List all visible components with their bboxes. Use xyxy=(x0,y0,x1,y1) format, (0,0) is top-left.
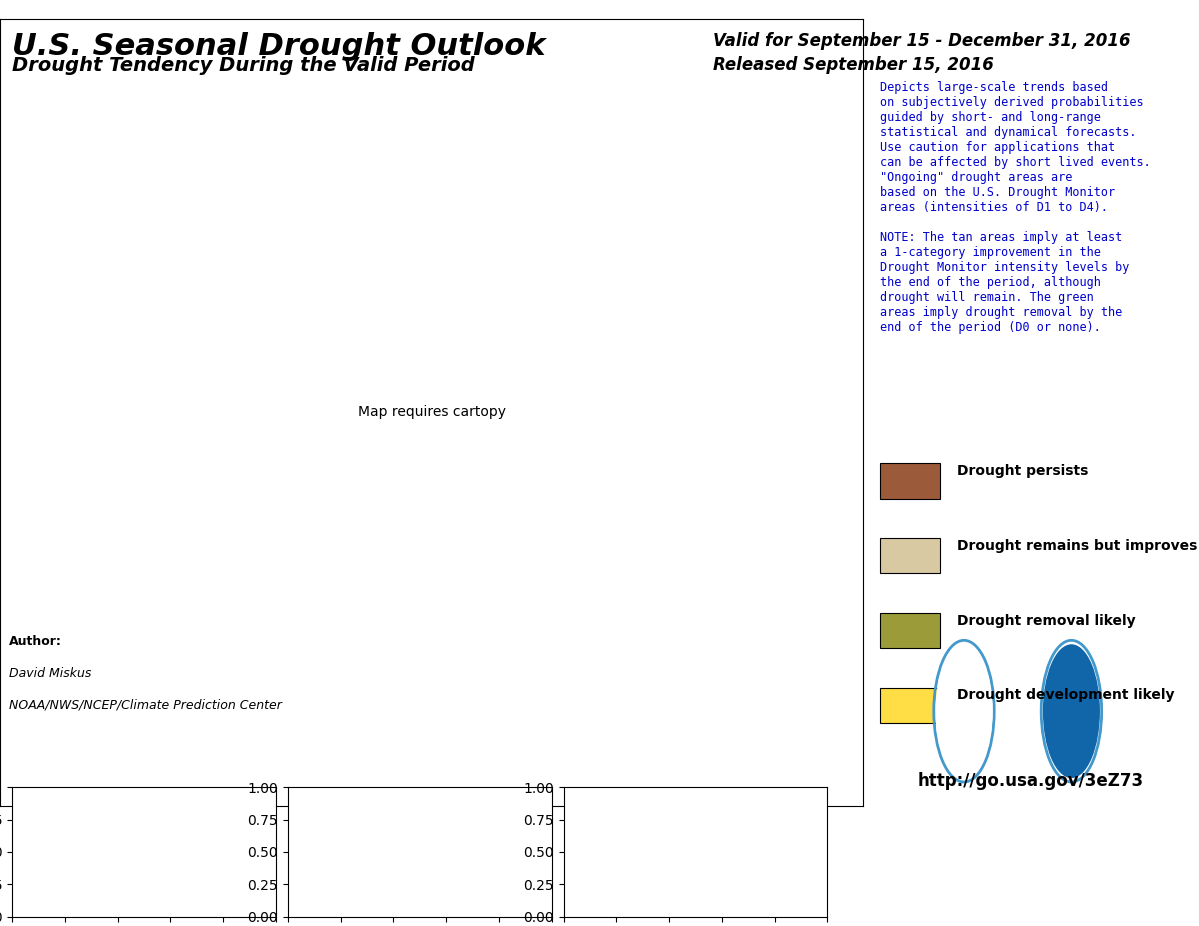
Text: NOAA/NWS/NCEP/Climate Prediction Center: NOAA/NWS/NCEP/Climate Prediction Center xyxy=(8,698,282,711)
Text: Drought removal likely: Drought removal likely xyxy=(957,614,1135,628)
Text: Drought remains but improves: Drought remains but improves xyxy=(957,539,1198,553)
Text: David Miskus: David Miskus xyxy=(8,667,91,680)
Circle shape xyxy=(1043,644,1099,778)
Bar xyxy=(880,613,940,648)
Bar xyxy=(880,687,940,723)
Text: Released September 15, 2016: Released September 15, 2016 xyxy=(713,56,994,73)
Text: Drought persists: Drought persists xyxy=(957,464,1089,478)
Bar xyxy=(880,463,940,498)
Text: Depicts large-scale trends based
on subjectively derived probabilities
guided by: Depicts large-scale trends based on subj… xyxy=(880,81,1151,334)
Text: U.S. Seasonal Drought Outlook: U.S. Seasonal Drought Outlook xyxy=(12,32,546,61)
Text: Drought development likely: Drought development likely xyxy=(957,688,1175,703)
Text: Author:: Author: xyxy=(8,635,61,648)
Circle shape xyxy=(935,644,993,778)
Bar xyxy=(880,538,940,573)
Text: http://go.usa.gov/3eZ73: http://go.usa.gov/3eZ73 xyxy=(918,772,1144,790)
Text: Valid for September 15 - December 31, 2016: Valid for September 15 - December 31, 20… xyxy=(713,32,1131,50)
Text: Map requires cartopy: Map requires cartopy xyxy=(357,405,506,419)
Text: Drought Tendency During the Valid Period: Drought Tendency During the Valid Period xyxy=(12,56,475,75)
